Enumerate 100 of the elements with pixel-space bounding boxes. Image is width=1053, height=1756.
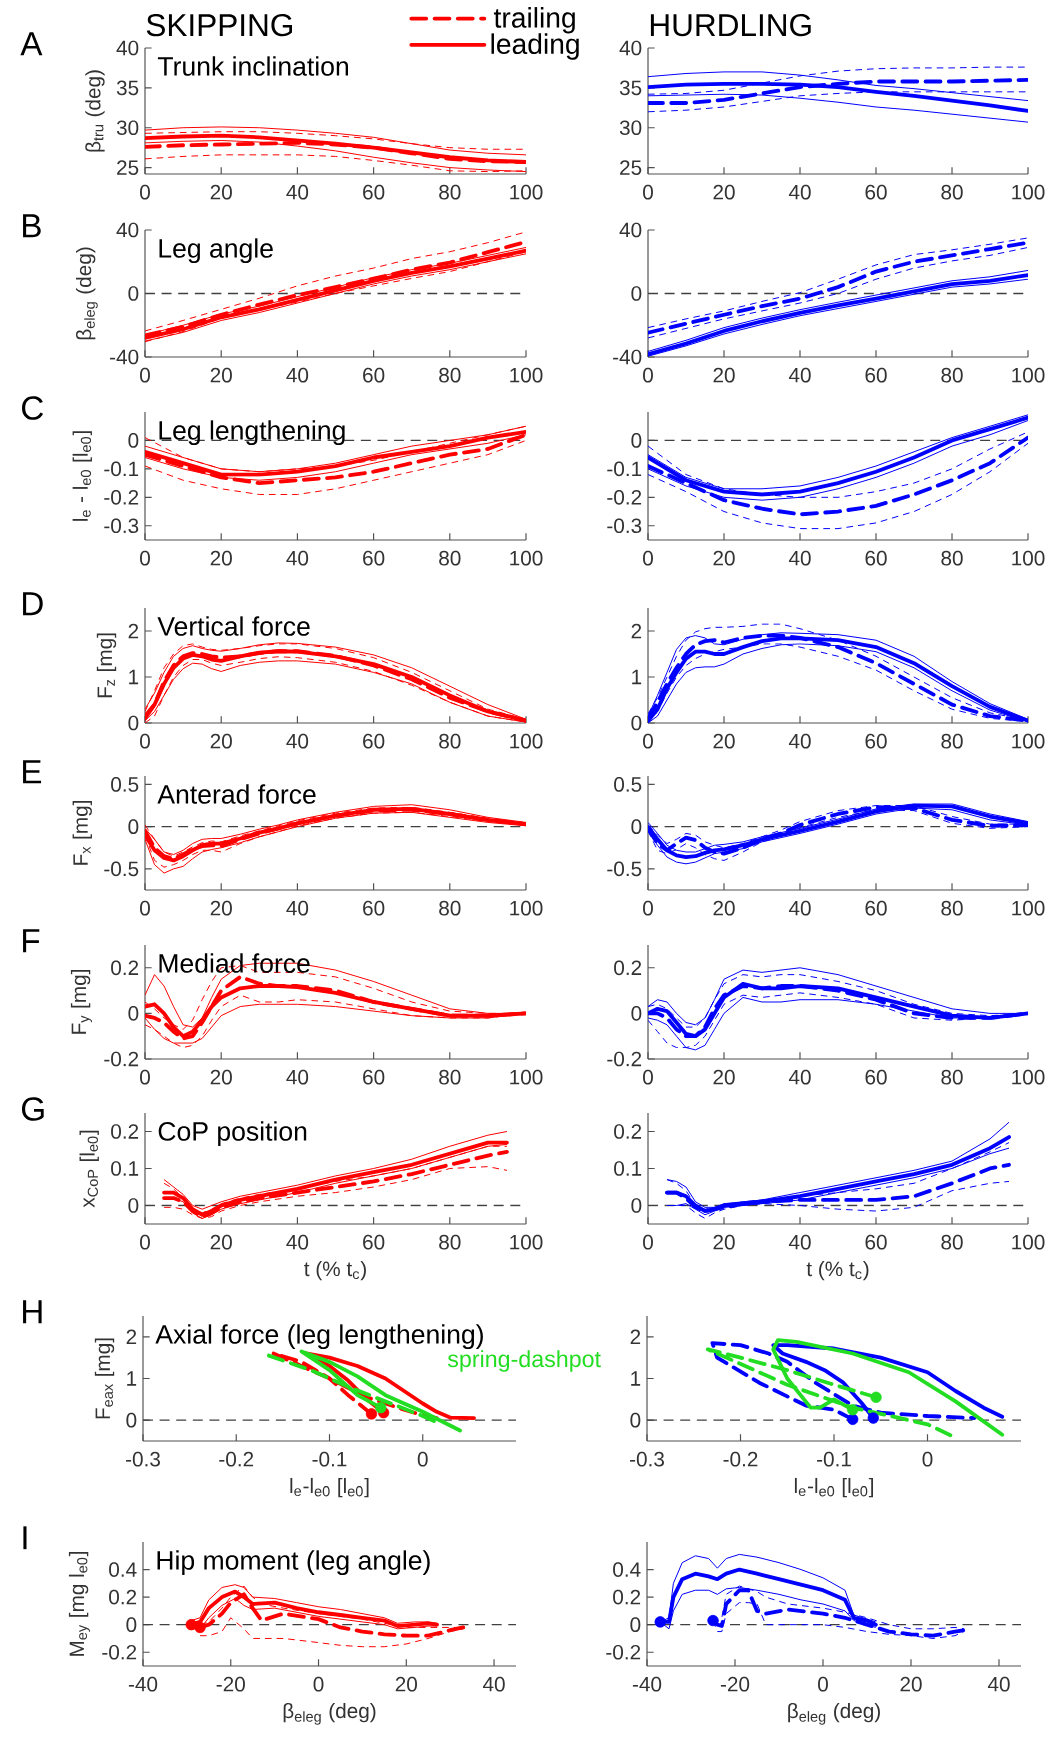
y-tick-label: 30 — [116, 120, 139, 136]
x-tick-label: 100 — [1012, 367, 1045, 383]
chart-title: Trunk inclination — [157, 56, 349, 76]
y-axis-title: β$_{tru}$ (deg) — [85, 70, 105, 152]
y-tick-label: 0 — [128, 819, 139, 835]
x-tick-label: 40 — [987, 1676, 1010, 1692]
x-tick-label: 40 — [286, 1069, 309, 1085]
x-tick-label: 0 — [643, 1234, 653, 1250]
y-tick-label: 30 — [619, 120, 642, 136]
x-tick-label: 0 — [643, 1069, 653, 1085]
x-tick-label: 80 — [439, 733, 461, 749]
x-tick-label: 60 — [363, 184, 385, 200]
x-tick-label: 100 — [1012, 733, 1045, 749]
x-tick-label: 100 — [510, 184, 543, 200]
x-tick-label: 80 — [941, 550, 963, 566]
x-tick-label: 60 — [865, 900, 887, 916]
text: G — [22, 1097, 44, 1121]
x-tick-label: 40 — [788, 900, 811, 916]
y-tick-label: -0.2 — [104, 1051, 139, 1067]
x-tick-label: 60 — [363, 1069, 385, 1085]
x-tick-label: 40 — [286, 184, 309, 200]
chart-title: Hip moment (leg angle) — [157, 1550, 430, 1576]
chart-title: Leg angle — [159, 238, 273, 264]
y-axis-title: x$_{CoP}$ [l$_{e0}$] — [79, 1130, 99, 1208]
x-tick-label: 20 — [713, 184, 735, 200]
x-axis-title: β$_{eleg}$ (deg) — [788, 1702, 880, 1725]
y-tick-label: 40 — [619, 40, 642, 56]
y-tick-label: 25 — [620, 160, 642, 175]
x-tick-label: 20 — [395, 1676, 418, 1692]
y-tick-label: 0.2 — [111, 960, 139, 976]
x-tick-label: 80 — [439, 900, 461, 916]
x-tick-label: 40 — [286, 733, 309, 749]
y-tick-label: 0 — [126, 1412, 137, 1428]
x-tick-label: 60 — [363, 550, 385, 566]
x-tick-label: 100 — [1012, 900, 1045, 916]
x-tick-label: 40 — [788, 1069, 811, 1085]
x-tick-label: 20 — [900, 1676, 922, 1692]
y-axis-title: M$_{ey}$ [mg l$_{e0}$] — [68, 1551, 90, 1656]
x-tick-label: 100 — [510, 1234, 543, 1250]
x-tick-label: 20 — [713, 367, 735, 383]
y-tick-label: 0.1 — [111, 1161, 139, 1176]
y-tick-label: 0 — [630, 1412, 641, 1428]
x-tick-label: 0 — [643, 733, 653, 749]
text: E — [23, 760, 42, 784]
x-tick-label: 20 — [210, 550, 232, 566]
x-tick-label: 20 — [713, 733, 735, 749]
x-tick-label: 80 — [439, 1069, 461, 1085]
y-tick-label: -0.5 — [607, 861, 642, 877]
x-tick-label: 100 — [1012, 1234, 1045, 1250]
x-axis-title: t (% t$_{c}$) — [304, 1260, 366, 1281]
y-tick-label: -0.2 — [607, 489, 642, 505]
x-tick-label: 80 — [439, 184, 461, 200]
y-tick-label: 0.2 — [109, 1589, 137, 1605]
chart-title: Vertical force — [157, 616, 310, 636]
x-tick-label: 100 — [1012, 1069, 1045, 1085]
x-axis-title: l$_{e}$-l$_{e0}$ [l$_{e0}$] — [794, 1477, 874, 1498]
y-tick-label: 0 — [631, 433, 642, 448]
x-axis-title: l$_{e}$-l$_{e0}$ [l$_{e0}$] — [290, 1477, 369, 1498]
y-tick-label: 0 — [128, 1006, 139, 1021]
x-tick-label: 0 — [140, 1069, 150, 1085]
y-axis-title: F$_{eax}$ [mg] — [94, 1338, 115, 1419]
x-tick-label: 80 — [439, 1234, 461, 1250]
x-tick-label: 60 — [363, 367, 385, 383]
x-tick-label: 80 — [941, 900, 963, 916]
x-tick-label: 40 — [788, 550, 811, 566]
y-tick-label: 0.1 — [614, 1161, 642, 1176]
x-tick-label: 40 — [788, 367, 811, 383]
x-tick-label: 20 — [713, 1069, 735, 1085]
y-tick-label: 0 — [631, 1198, 642, 1213]
x-tick-label: 40 — [788, 733, 811, 749]
x-tick-label: 100 — [510, 550, 543, 566]
chart-title: CoP position — [158, 1121, 307, 1147]
y-tick-label: 0 — [630, 1617, 641, 1633]
x-tick-label: 20 — [713, 900, 735, 916]
x-tick-label: 80 — [941, 1234, 963, 1250]
x-tick-label: 20 — [210, 184, 232, 200]
x-tick-label: 0 — [922, 1451, 933, 1467]
x-tick-label: 60 — [865, 367, 887, 383]
chart-title: Leg lengthening — [159, 420, 345, 446]
x-tick-label: 0 — [140, 184, 150, 200]
y-tick-label: -40 — [110, 349, 139, 365]
y-tick-label: 0 — [631, 819, 642, 835]
y-tick-label: -0.2 — [606, 1644, 641, 1660]
y-tick-label: 2 — [631, 623, 642, 639]
y-tick-label: 0 — [128, 1198, 139, 1213]
y-tick-label: 40 — [116, 222, 139, 238]
x-tick-label: -0.1 — [817, 1451, 851, 1467]
x-tick-label: 0 — [140, 367, 150, 383]
text: I — [23, 1526, 27, 1550]
legend-label: trailing — [493, 7, 575, 34]
y-tick-label: 40 — [619, 222, 642, 238]
x-tick-label: -0.2 — [723, 1451, 758, 1467]
x-tick-label: 80 — [941, 1069, 963, 1085]
x-tick-label: 0 — [313, 1676, 324, 1692]
y-tick-label: -0.2 — [607, 1051, 642, 1067]
x-tick-label: 80 — [941, 733, 963, 749]
x-tick-label: 40 — [482, 1676, 505, 1692]
x-tick-label: 60 — [865, 1234, 887, 1250]
y-tick-label: -0.1 — [607, 461, 642, 477]
y-tick-label: -0.2 — [102, 1644, 137, 1660]
